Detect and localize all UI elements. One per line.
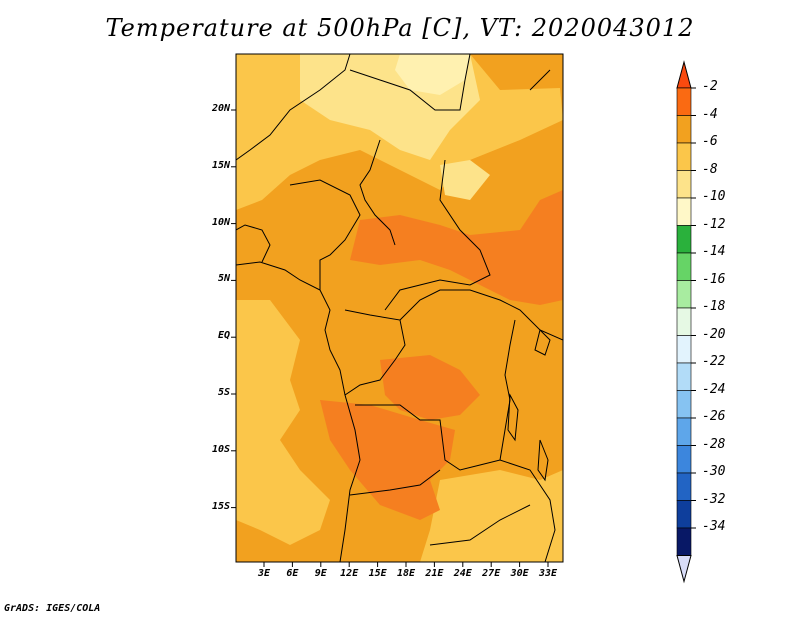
colorbar-segment: [676, 527, 692, 556]
colorbar-segment: [676, 225, 692, 254]
map-frame: [235, 53, 564, 563]
lat-label: 10N: [211, 216, 230, 228]
colorbar-segment: [676, 87, 692, 116]
country-border: [236, 224, 271, 263]
colorbar-label: -28: [702, 436, 726, 452]
colorbar-label: -2: [702, 79, 718, 94]
lon-label: 33E: [538, 568, 558, 579]
country-border: [349, 469, 441, 496]
country-border: [359, 139, 396, 246]
colorbar-segment: [676, 280, 692, 309]
colorbar-segment: [676, 500, 692, 529]
lon-label: 18E: [396, 568, 416, 579]
temperature-warm-region: [350, 190, 563, 305]
colorbar-segment: [676, 390, 692, 419]
lat-label: 15N: [211, 159, 230, 171]
country-border: [399, 289, 563, 341]
colorbar-label: -26: [702, 409, 726, 424]
lat-label: 15S: [211, 500, 230, 512]
colorbar-label: -14: [702, 244, 726, 259]
country-border: [499, 319, 516, 461]
lake-outline: [537, 439, 549, 482]
lat-label: 5S: [217, 387, 230, 398]
lon-label: 6E: [286, 568, 299, 579]
colorbar-segment: [676, 115, 692, 144]
temperature-cool-region: [236, 300, 330, 545]
temperature-cool-region: [395, 54, 470, 95]
lon-label: 12E: [340, 568, 359, 579]
lon-label: 3E: [257, 568, 271, 579]
colorbar-label: -34: [702, 519, 726, 534]
country-border: [344, 309, 406, 396]
colorbar-label: -18: [702, 299, 726, 314]
colorbar-label: -20: [702, 326, 726, 342]
colorbar-segment: [676, 307, 692, 336]
lat-label: 10S: [211, 443, 230, 455]
country-border: [384, 159, 491, 311]
colorbar-segment: [676, 197, 692, 226]
country-border: [355, 404, 556, 562]
colorbar-bottom-arrow: [676, 555, 692, 584]
colorbar: [676, 60, 696, 584]
colorbar-label: -6: [702, 134, 718, 149]
temperature-warm-region: [320, 400, 455, 520]
colorbar-top-arrow: [676, 60, 692, 89]
country-border: [289, 179, 361, 290]
axis-ticks: [231, 109, 549, 567]
colorbar-label: -10: [702, 189, 726, 204]
chart-title: Temperature at 500hPa [C], VT: 202004301…: [105, 14, 695, 42]
lake-outline: [507, 393, 519, 442]
country-border: [429, 504, 531, 546]
temperature-field: [236, 54, 563, 562]
colorbar-label: -32: [702, 491, 726, 507]
country-border: [349, 54, 471, 111]
lon-label: 27E: [482, 568, 501, 579]
colorbar-segment: [676, 472, 692, 501]
country-border: [529, 69, 551, 91]
colorbar-segment: [676, 335, 692, 364]
colorbar-label: -24: [702, 381, 726, 397]
colorbar-segment: [676, 362, 692, 391]
grads-credit: GrADS: IGES/COLA: [4, 603, 101, 614]
lat-label: 5N: [217, 273, 230, 285]
coastline: [236, 261, 361, 562]
temperature-warm-region: [380, 355, 480, 420]
temperature-cool-region: [420, 470, 563, 562]
lon-label: 24E: [453, 568, 472, 579]
lake-outline: [534, 329, 551, 356]
colorbar-segment: [676, 170, 692, 199]
lon-label: 21E: [425, 568, 444, 579]
lat-label: EQ: [217, 330, 230, 342]
colorbar-label: -30: [702, 464, 726, 479]
colorbar-label: -8: [702, 161, 718, 177]
colorbar-label: -4: [702, 106, 718, 122]
country-border: [236, 54, 351, 161]
colorbar-label: -12: [702, 216, 726, 232]
lat-label: 20N: [211, 103, 230, 114]
temperature-cool-region: [440, 160, 490, 200]
colorbar-segment: [676, 142, 692, 171]
lon-label: 15E: [368, 568, 387, 579]
lon-label: 9E: [314, 568, 327, 579]
colorbar-segment: [676, 445, 692, 474]
colorbar-segment: [676, 417, 692, 446]
lon-label: 30E: [510, 568, 529, 579]
colorbar-segment: [676, 252, 692, 281]
colorbar-label: -22: [702, 354, 726, 369]
colorbar-label: -16: [702, 271, 726, 287]
